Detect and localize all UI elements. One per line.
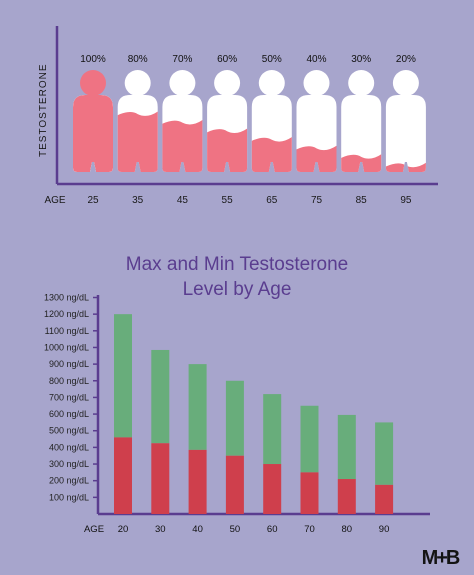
figure-head	[80, 70, 106, 96]
figure-75: 40% 75	[296, 54, 337, 206]
y-tick-label: 100 ng/dL	[49, 492, 89, 502]
figure-fill-level	[296, 144, 337, 172]
bar-min-40	[188, 449, 207, 514]
figure-age-label: 25	[87, 195, 99, 206]
bar-min-50	[225, 455, 244, 514]
x-tick-label: 80	[342, 524, 353, 535]
figure-head	[214, 70, 241, 96]
figure-body	[341, 95, 382, 172]
bar-chart-title-line-2: Level by Age	[183, 279, 292, 300]
figure-value-label: 50%	[262, 54, 282, 65]
figure-head	[258, 70, 285, 96]
figure-fill-level	[73, 95, 113, 172]
bar-chart-y-ticks: 100 ng/dL 200 ng/dL 300 ng/dL 400 ng/dL 500 …	[44, 293, 98, 502]
x-tick-label: 70	[304, 524, 315, 535]
y-tick-label: 1300 ng/dL	[44, 293, 89, 303]
y-tick-label: 800 ng/dL	[49, 376, 89, 386]
figure-35: 80% 35	[117, 54, 158, 206]
bar-max-80	[337, 414, 356, 480]
bar-max-70	[300, 405, 319, 473]
y-tick-label: 400 ng/dL	[49, 442, 89, 452]
figure-65: 50% 65	[251, 54, 292, 206]
brand-logo: M+B	[422, 547, 460, 569]
bar-chart: Max and Min Testosterone Level by Age AG…	[44, 254, 430, 535]
bar-max-90	[375, 422, 394, 485]
bar-max-30	[151, 349, 170, 444]
x-tick-label: 60	[267, 524, 278, 535]
figure-group: 100% 25 80% 35 70% 45 60% 55 50% 65 40% 75 30% 85 20% 9…	[73, 54, 426, 206]
figure-chart: TESTOSTERONE AGE 100% 25 80% 35 70% 45 60% 55 50…	[38, 26, 438, 206]
figure-chart-x-label: AGE	[44, 195, 65, 206]
y-tick-label: 600 ng/dL	[49, 409, 89, 419]
bar-chart-bars	[114, 314, 394, 514]
x-tick-label: 40	[192, 524, 203, 535]
bar-min-30	[151, 443, 170, 514]
figure-head	[303, 70, 330, 96]
y-tick-label: 900 ng/dL	[49, 359, 89, 369]
x-tick-label: 90	[379, 524, 390, 535]
bar-min-80	[337, 479, 356, 514]
x-tick-label: 20	[118, 524, 129, 535]
figure-value-label: 20%	[396, 54, 416, 65]
figure-head	[124, 70, 151, 96]
y-tick-label: 700 ng/dL	[49, 392, 89, 402]
figure-fill-level	[251, 135, 292, 172]
bar-max-40	[188, 364, 207, 450]
figure-age-label: 95	[400, 195, 412, 206]
figure-85: 30% 85	[341, 54, 382, 206]
bar-max-60	[263, 394, 282, 465]
figure-fill-level	[207, 127, 248, 172]
figure-age-label: 65	[266, 195, 278, 206]
y-tick-label: 1100 ng/dL	[45, 326, 89, 336]
figure-value-label: 100%	[80, 54, 106, 65]
figure-body	[385, 95, 426, 172]
figure-head	[392, 70, 419, 96]
figure-value-label: 80%	[128, 54, 148, 65]
y-tick-label: 200 ng/dL	[49, 476, 89, 486]
figure-head	[348, 70, 375, 96]
bar-min-90	[375, 484, 394, 514]
bar-chart-title-line-1: Max and Min Testosterone	[126, 254, 349, 275]
bar-min-20	[114, 437, 132, 514]
figure-25: 100% 25	[73, 54, 113, 206]
y-tick-label: 500 ng/dL	[49, 426, 89, 436]
bar-max-20	[114, 314, 132, 438]
x-tick-label: 50	[230, 524, 241, 535]
x-tick-label: 30	[155, 524, 166, 535]
figure-value-label: 40%	[306, 54, 326, 65]
figure-chart-y-label: TESTOSTERONE	[38, 64, 49, 158]
figure-age-label: 75	[311, 195, 323, 206]
figure-age-label: 85	[356, 195, 368, 206]
bar-min-60	[263, 464, 282, 514]
figure-fill-level	[162, 118, 203, 172]
bar-max-50	[225, 380, 244, 456]
bar-min-70	[300, 472, 319, 514]
figure-55: 60% 55	[207, 54, 248, 206]
bar-chart-x-label: AGE	[84, 524, 104, 535]
figure-head	[169, 70, 196, 96]
figure-45: 70% 45	[162, 54, 203, 206]
figure-value-label: 70%	[172, 54, 192, 65]
figure-value-label: 60%	[217, 54, 237, 65]
figure-value-label: 30%	[351, 54, 371, 65]
y-tick-label: 1200 ng/dL	[44, 309, 89, 319]
bar-chart-x-ticks: 20 30 40 50 60 70 80 90	[118, 524, 390, 535]
y-tick-label: 300 ng/dL	[49, 459, 89, 469]
figure-age-label: 55	[222, 195, 234, 206]
figure-age-label: 45	[177, 195, 189, 206]
figure-fill-level	[117, 110, 158, 172]
y-tick-label: 1000 ng/dL	[44, 342, 89, 352]
figure-age-label: 35	[132, 195, 144, 206]
